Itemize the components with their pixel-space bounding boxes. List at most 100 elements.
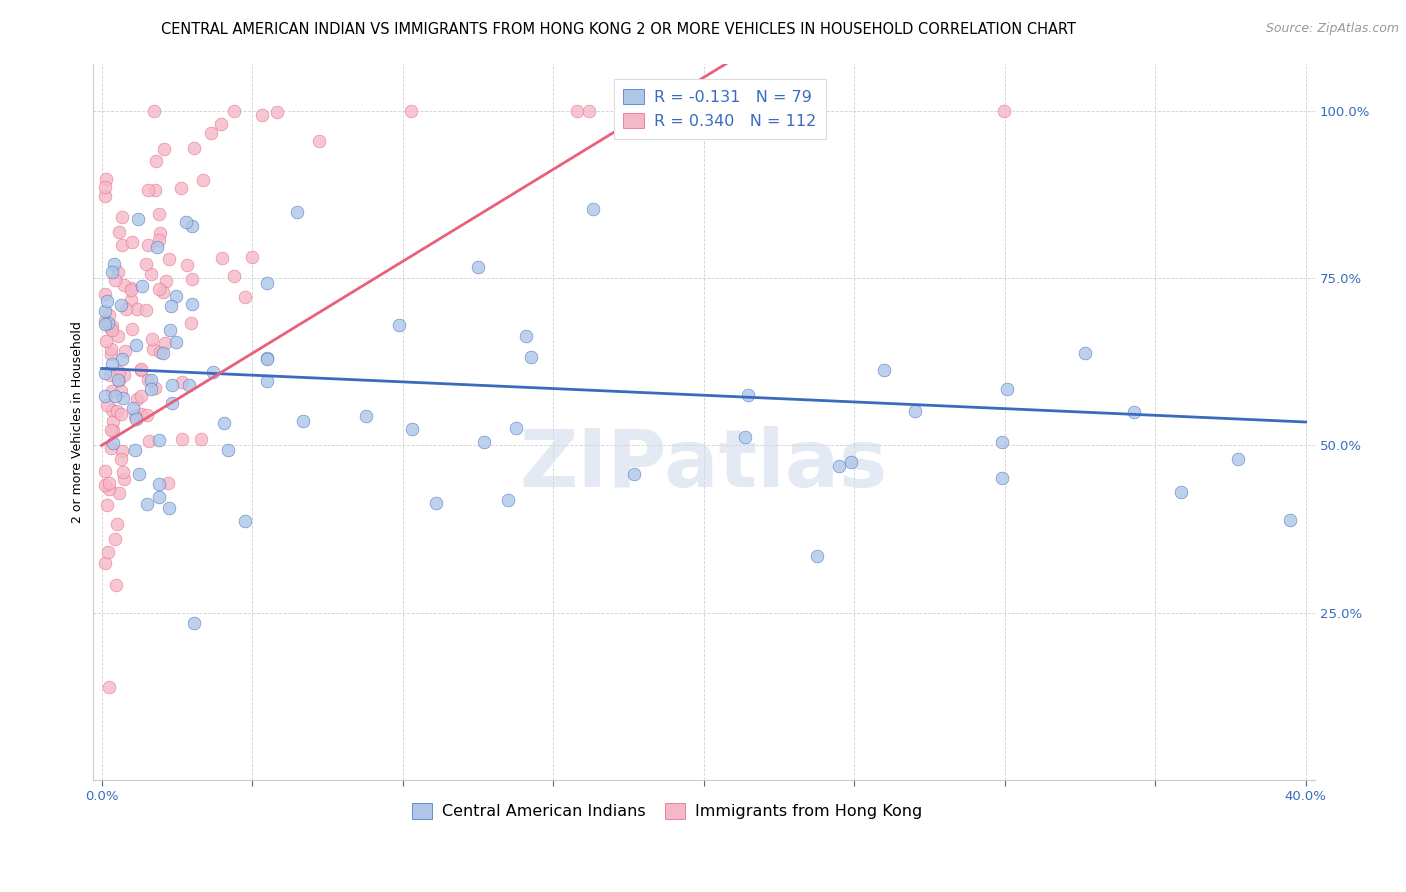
Point — [124, 409, 146, 423]
Point — [110, 407, 132, 421]
Point — [180, 316, 202, 330]
Point — [100, 358, 122, 372]
Point — [157, 252, 180, 267]
Point — [128, 467, 150, 482]
Text: CENTRAL AMERICAN INDIAN VS IMMIGRANTS FROM HONG KONG 2 OR MORE VEHICLES IN HOUSE: CENTRAL AMERICAN INDIAN VS IMMIGRANTS FR… — [162, 22, 1076, 37]
Point — [152, 346, 174, 360]
Point — [155, 274, 177, 288]
Point — [1227, 452, 1250, 467]
Point — [129, 361, 152, 376]
Point — [103, 257, 125, 271]
Point — [97, 317, 120, 331]
Point — [98, 475, 121, 490]
Point — [127, 212, 149, 227]
Point — [139, 373, 162, 387]
Point — [146, 240, 169, 254]
Point — [180, 272, 202, 286]
Point — [256, 351, 278, 366]
Point — [136, 237, 159, 252]
Point — [138, 434, 160, 448]
Point — [121, 235, 143, 250]
Point — [166, 289, 188, 303]
Point — [141, 268, 163, 282]
Point — [159, 323, 181, 337]
Point — [176, 215, 198, 229]
Point — [148, 490, 170, 504]
Point — [96, 398, 118, 412]
Point — [101, 384, 124, 399]
Point — [108, 365, 131, 379]
Point — [145, 381, 167, 395]
Point — [401, 422, 423, 436]
Point — [148, 234, 170, 248]
Point — [640, 103, 662, 118]
Point — [839, 455, 862, 469]
Point — [93, 317, 115, 331]
Point — [135, 257, 157, 271]
Point — [100, 322, 122, 336]
Point — [148, 477, 170, 491]
Point — [496, 492, 519, 507]
Point — [212, 416, 235, 430]
Point — [112, 472, 135, 486]
Point — [101, 318, 124, 333]
Point — [93, 389, 115, 403]
Point — [172, 432, 194, 446]
Point — [93, 180, 115, 194]
Point — [96, 293, 118, 308]
Point — [98, 681, 121, 695]
Point — [104, 389, 127, 403]
Point — [107, 329, 129, 343]
Point — [136, 497, 159, 511]
Point — [990, 470, 1012, 484]
Point — [183, 615, 205, 630]
Point — [170, 180, 193, 194]
Point — [160, 396, 183, 410]
Point — [172, 375, 194, 389]
Point — [148, 282, 170, 296]
Point — [136, 183, 159, 197]
Point — [148, 433, 170, 447]
Point — [107, 486, 129, 500]
Point — [505, 421, 527, 435]
Point — [467, 260, 489, 274]
Point — [105, 404, 128, 418]
Point — [141, 332, 163, 346]
Point — [122, 401, 145, 415]
Point — [180, 297, 202, 311]
Point — [111, 238, 134, 252]
Point — [129, 388, 152, 402]
Point — [388, 318, 411, 332]
Point — [156, 476, 179, 491]
Point — [107, 373, 129, 387]
Point — [111, 443, 134, 458]
Point — [98, 482, 121, 496]
Point — [401, 103, 423, 118]
Point — [101, 414, 124, 428]
Point — [93, 366, 115, 380]
Point — [190, 432, 212, 446]
Point — [149, 226, 172, 240]
Point — [828, 458, 851, 473]
Point — [233, 290, 256, 304]
Point — [94, 334, 117, 349]
Point — [1278, 513, 1301, 527]
Point — [107, 373, 129, 387]
Point — [152, 285, 174, 299]
Point — [104, 578, 127, 592]
Point — [180, 219, 202, 233]
Text: Source: ZipAtlas.com: Source: ZipAtlas.com — [1265, 22, 1399, 36]
Point — [472, 434, 495, 449]
Point — [165, 334, 187, 349]
Point — [93, 556, 115, 570]
Point — [125, 392, 148, 407]
Point — [142, 342, 165, 356]
Point — [285, 204, 308, 219]
Point — [101, 265, 124, 279]
Point — [291, 414, 314, 428]
Point — [93, 287, 115, 301]
Point — [567, 103, 589, 118]
Point — [200, 127, 222, 141]
Point — [129, 363, 152, 377]
Point — [193, 173, 215, 187]
